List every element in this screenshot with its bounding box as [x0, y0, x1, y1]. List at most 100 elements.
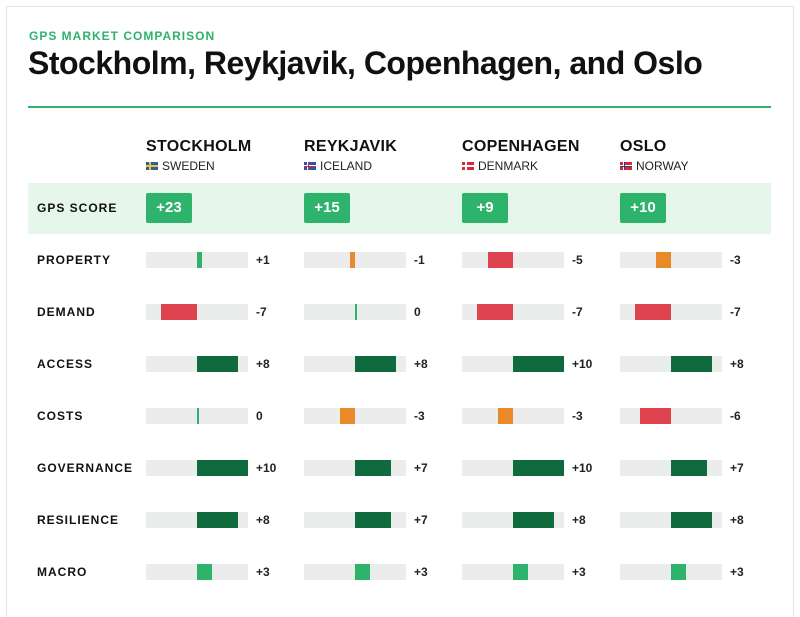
market-name: REYKJAVIK [304, 138, 398, 155]
metric-bar-track [620, 304, 722, 320]
column-header-stockholm: STOCKHOLM SWEDEN [146, 138, 296, 173]
metric-value-label: +10 [256, 461, 277, 475]
metric-bar [349, 252, 355, 268]
column-header-reykjavik: REYKJAVIK ICELAND [304, 138, 454, 173]
metric-bar-track [462, 564, 564, 580]
metric-value-label: -3 [730, 253, 741, 267]
metric-bar [355, 564, 371, 580]
metric-bar-track [304, 408, 406, 424]
metric-bar-track [462, 304, 564, 320]
country-label: DENMARK [462, 159, 612, 173]
market-name: COPENHAGEN [462, 138, 580, 155]
metric-bar [635, 304, 671, 320]
metric-bar-track [146, 252, 248, 268]
metric-bar [671, 512, 712, 528]
gps-score-badge: +23 [146, 193, 192, 223]
metric-label-governance: GOVERNANCE [37, 461, 134, 475]
country-label: SWEDEN [146, 159, 296, 173]
metric-bar [355, 512, 391, 528]
metric-bar-track [146, 304, 248, 320]
metric-bar [355, 356, 396, 372]
metric-value-label: 0 [414, 305, 421, 319]
gps-score-badge: +15 [304, 193, 350, 223]
metric-bar-track [620, 408, 722, 424]
metric-bar [355, 460, 391, 476]
metric-bar-track [304, 304, 406, 320]
metric-bar [513, 356, 564, 372]
metric-value-label: -6 [730, 409, 741, 423]
metric-bar [513, 460, 564, 476]
page-title: Stockholm, Reykjavik, Copenhagen, and Os… [28, 45, 703, 81]
metric-bar [671, 460, 707, 476]
metric-value-label: -5 [572, 253, 583, 267]
metric-bar-track [620, 460, 722, 476]
title-divider [28, 106, 771, 108]
metric-bar-track [620, 252, 722, 268]
eyebrow-label: GPS MARKET COMPARISON [29, 29, 216, 43]
metric-bar-track [304, 252, 406, 268]
metric-bar [487, 252, 513, 268]
metric-bar [197, 564, 213, 580]
metric-bar-track [462, 252, 564, 268]
metric-bar [513, 564, 529, 580]
metric-bar [355, 304, 357, 320]
metric-label-costs: COSTS [37, 409, 84, 423]
iceland-flag-icon [304, 162, 316, 170]
metric-value-label: -7 [256, 305, 267, 319]
metric-bar-track [620, 564, 722, 580]
metric-bar [161, 304, 197, 320]
metric-value-label: -1 [414, 253, 425, 267]
metric-value-label: +3 [256, 565, 270, 579]
metric-label-demand: DEMAND [37, 305, 96, 319]
metric-bar-track [462, 512, 564, 528]
country-name: DENMARK [478, 159, 539, 173]
metric-bar-track [620, 512, 722, 528]
metric-value-label: +7 [414, 513, 428, 527]
metric-bar [497, 408, 513, 424]
metric-label-resilience: RESILIENCE [37, 513, 120, 527]
column-header-oslo: OSLO NORWAY [620, 138, 770, 173]
metric-value-label: +3 [730, 565, 744, 579]
comparison-card: GPS MARKET COMPARISON Stockholm, Reykjav… [6, 6, 794, 617]
metric-label-access: ACCESS [37, 357, 94, 371]
metric-bar [477, 304, 513, 320]
metric-bar-track [304, 512, 406, 528]
metric-bar-track [146, 408, 248, 424]
metric-bar [671, 356, 712, 372]
norway-flag-icon [620, 162, 632, 170]
gps-score-badge: +9 [462, 193, 508, 223]
denmark-flag-icon [462, 162, 474, 170]
metric-bar-track [462, 356, 564, 372]
market-name: OSLO [620, 138, 667, 155]
metric-label-property: PROPERTY [37, 253, 112, 267]
metric-value-label: +3 [572, 565, 586, 579]
country-label: NORWAY [620, 159, 770, 173]
metric-bar [640, 408, 671, 424]
metric-value-label: +7 [730, 461, 744, 475]
metric-bar [339, 408, 355, 424]
gps-score-label: GPS SCORE [37, 201, 118, 215]
metric-bar-track [146, 460, 248, 476]
country-name: SWEDEN [162, 159, 215, 173]
metric-value-label: 0 [256, 409, 263, 423]
metric-value-label: +10 [572, 461, 593, 475]
metric-value-label: +1 [256, 253, 270, 267]
metric-value-label: +3 [414, 565, 428, 579]
gps-score-badge: +10 [620, 193, 666, 223]
sweden-flag-icon [146, 162, 158, 170]
metric-value-label: -3 [572, 409, 583, 423]
metric-value-label: +8 [256, 513, 270, 527]
metric-bar [655, 252, 671, 268]
metric-bar-track [462, 460, 564, 476]
metric-value-label: +10 [572, 357, 593, 371]
metric-bar-track [146, 512, 248, 528]
metric-bar-track [462, 408, 564, 424]
metric-value-label: +8 [730, 357, 744, 371]
metric-bar-track [304, 356, 406, 372]
metric-bar-track [620, 356, 722, 372]
metric-value-label: +8 [256, 357, 270, 371]
metric-bar-track [304, 460, 406, 476]
country-name: ICELAND [320, 159, 373, 173]
metric-bar [197, 408, 199, 424]
metric-bar [197, 356, 238, 372]
